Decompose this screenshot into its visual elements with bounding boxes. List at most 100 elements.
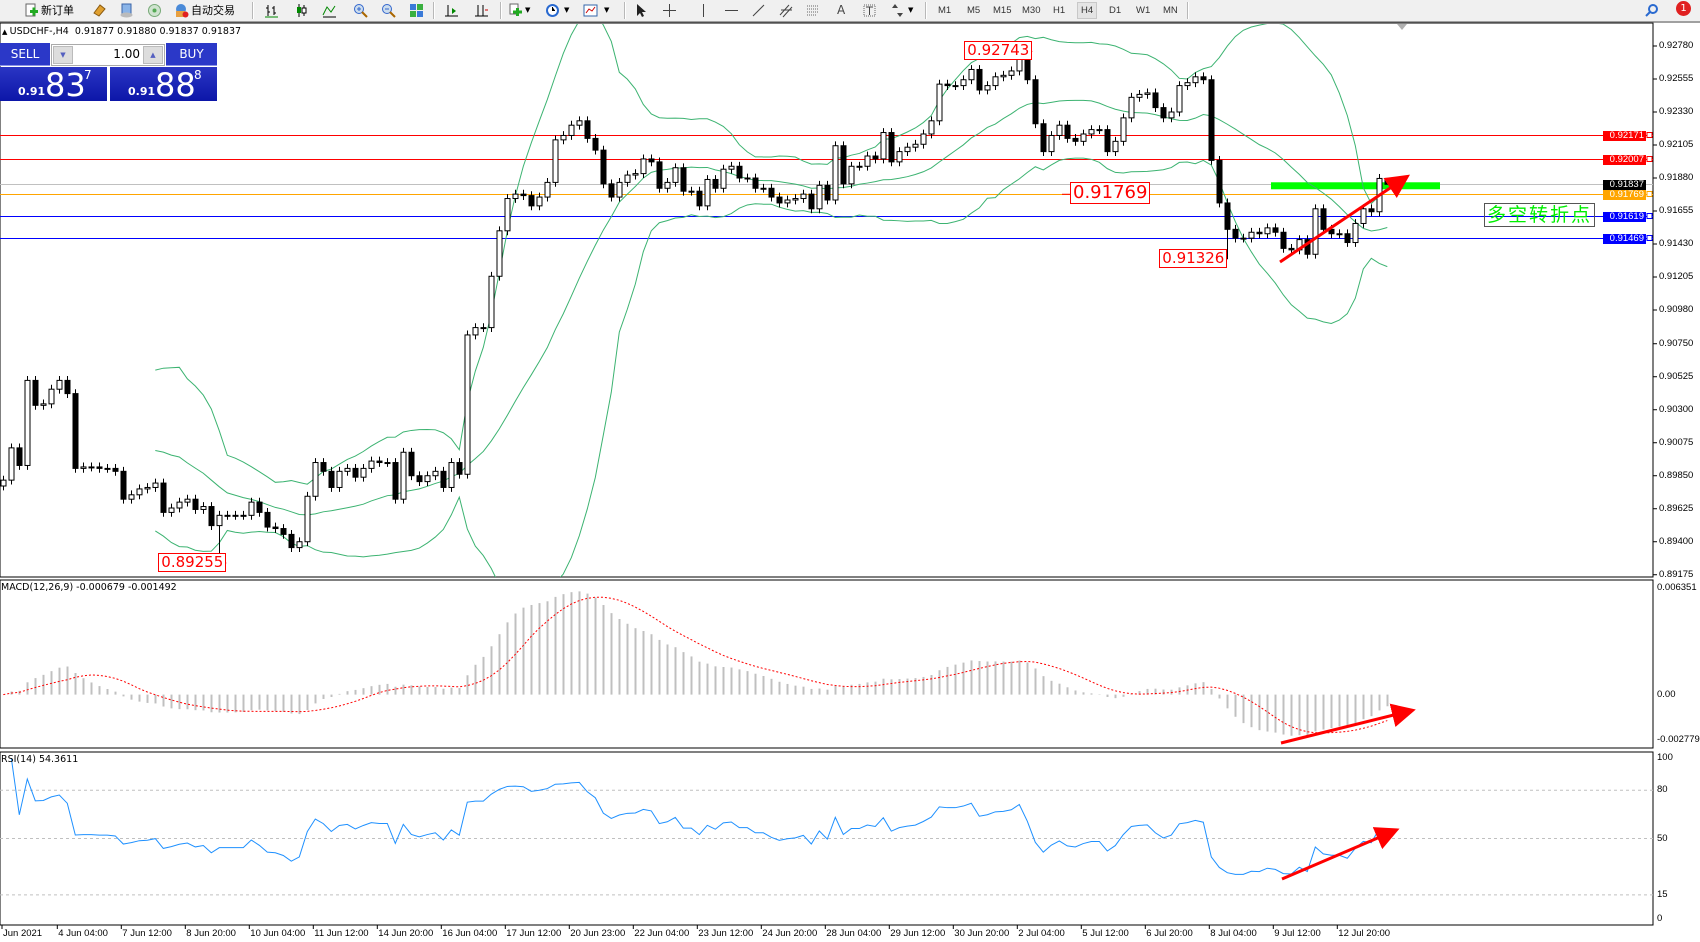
candle [648, 154, 655, 167]
candlestick-chart-icon[interactable] [294, 3, 309, 18]
candle-body [592, 137, 599, 151]
timeframe-d1[interactable]: D1 [1109, 5, 1122, 16]
candle-body [272, 526, 279, 530]
buy-button[interactable]: BUY [166, 43, 217, 66]
candle-body [1104, 129, 1111, 153]
text-tool-icon[interactable]: A [837, 3, 846, 17]
lot-decrease-button[interactable]: ▼ [53, 46, 73, 64]
chart-shift-icon[interactable] [444, 3, 459, 18]
timeframe-h4[interactable]: H4 [1077, 2, 1098, 19]
collapse-icon[interactable]: ▲ [2, 28, 10, 36]
candle-body [88, 466, 95, 469]
candle-body [440, 470, 447, 488]
auto-trading-button[interactable]: 自动交易 [191, 4, 235, 17]
candle [944, 79, 951, 90]
zoom-out-icon[interactable] [381, 3, 396, 18]
fibonacci-icon[interactable] [806, 3, 821, 18]
lot-size-value[interactable]: 1.00 [113, 47, 140, 61]
text-label-icon[interactable] [862, 3, 877, 18]
candle [760, 183, 767, 193]
candle [1160, 103, 1167, 123]
candle-body [144, 486, 151, 490]
candle [152, 478, 159, 492]
arrows-dropdown-icon[interactable]: ▼ [908, 6, 914, 14]
arrows-icon[interactable] [890, 3, 905, 18]
candle-body [1232, 228, 1239, 239]
timeframe-h1[interactable]: H1 [1053, 5, 1066, 16]
periods-dropdown-icon[interactable]: ▼ [564, 6, 570, 14]
new-order-icon[interactable] [24, 3, 39, 18]
candle-body [408, 451, 415, 477]
candle [992, 72, 999, 90]
candle-body [472, 327, 479, 336]
buy-price-pips: 88 [155, 66, 196, 104]
timeframe-w1[interactable]: W1 [1136, 5, 1151, 16]
rsi-axis-label: 100 [1657, 752, 1673, 763]
sell-button[interactable]: SELL [0, 43, 50, 66]
candle [336, 466, 343, 492]
candle-body [40, 403, 47, 406]
timeframe-m1[interactable]: M1 [938, 5, 952, 16]
timeframe-m30[interactable]: M30 [1022, 5, 1041, 16]
candle-body [1080, 133, 1087, 142]
auto-scroll-icon[interactable] [474, 3, 489, 18]
new-order-button[interactable]: 新订单 [41, 4, 74, 17]
search-icon[interactable] [1644, 3, 1659, 18]
timeframe-m5[interactable]: M5 [967, 5, 981, 16]
candle [608, 179, 615, 202]
templates-dropdown-icon[interactable]: ▼ [604, 6, 610, 14]
candle [960, 75, 967, 90]
crosshair-icon[interactable] [662, 3, 677, 18]
candle-body [560, 134, 567, 141]
price-annotation: 0.92743 [964, 40, 1033, 60]
data-window-icon[interactable] [119, 3, 134, 18]
templates-icon[interactable] [583, 3, 598, 18]
horizontal-line-icon[interactable] [724, 3, 739, 18]
candle-body [520, 193, 527, 197]
candle-body [664, 181, 671, 189]
zoom-in-icon[interactable] [353, 3, 368, 18]
price-line-label: 0.92171 [1603, 130, 1646, 141]
lot-increase-button[interactable]: ▲ [143, 46, 163, 64]
tile-windows-icon[interactable] [409, 3, 424, 18]
price-tick-label: 0.90980 [1659, 304, 1694, 315]
candle-body [1240, 237, 1247, 240]
vertical-line-icon[interactable] [696, 3, 711, 18]
equidistant-channel-icon[interactable] [779, 3, 794, 18]
time-axis-label: 20 Jun 23:00 [570, 928, 626, 939]
candle-body [424, 475, 431, 483]
indicators-dropdown-icon[interactable]: ▼ [525, 6, 531, 14]
candle-body [1120, 117, 1127, 142]
price-tick-label: 0.91880 [1659, 172, 1694, 183]
navigator-icon[interactable] [147, 3, 162, 18]
indicators-icon[interactable] [508, 3, 523, 18]
buy-price[interactable]: 0.91 88 8 [110, 66, 217, 104]
market-watch-icon[interactable] [92, 3, 107, 18]
bar-chart-icon[interactable] [264, 3, 279, 18]
macd-title: MACD(12,26,9) -0.000679 -0.001492 [1, 582, 177, 593]
line-chart-icon[interactable] [322, 3, 337, 18]
price-line-label: 0.91619 [1603, 211, 1646, 222]
candle [680, 163, 687, 196]
cursor-icon[interactable] [633, 3, 648, 18]
notification-badge[interactable]: 1 [1676, 1, 1691, 16]
reversal-point-label[interactable]: 多空转折点 [1484, 203, 1596, 227]
time-axis-label: 23 Jun 12:00 [698, 928, 754, 939]
candle-body [744, 177, 751, 180]
trendline-icon[interactable] [751, 3, 766, 18]
sell-price[interactable]: 0.91 83 7 [0, 66, 107, 104]
periods-clock-icon[interactable] [545, 3, 560, 18]
candle-body [920, 133, 927, 145]
chart-shift-marker[interactable] [1397, 24, 1407, 30]
timeframe-mn[interactable]: MN [1163, 5, 1178, 16]
lot-size-input[interactable]: ▼ 1.00 ▲ [51, 44, 165, 66]
timeframe-m15[interactable]: M15 [993, 5, 1012, 16]
candle-body [1192, 76, 1199, 84]
candle [368, 456, 375, 473]
candle [952, 81, 959, 90]
candle [448, 458, 455, 492]
candle-body [680, 167, 687, 192]
auto-trading-icon[interactable] [174, 3, 189, 18]
candle [1112, 136, 1119, 156]
candle-body [304, 495, 311, 543]
